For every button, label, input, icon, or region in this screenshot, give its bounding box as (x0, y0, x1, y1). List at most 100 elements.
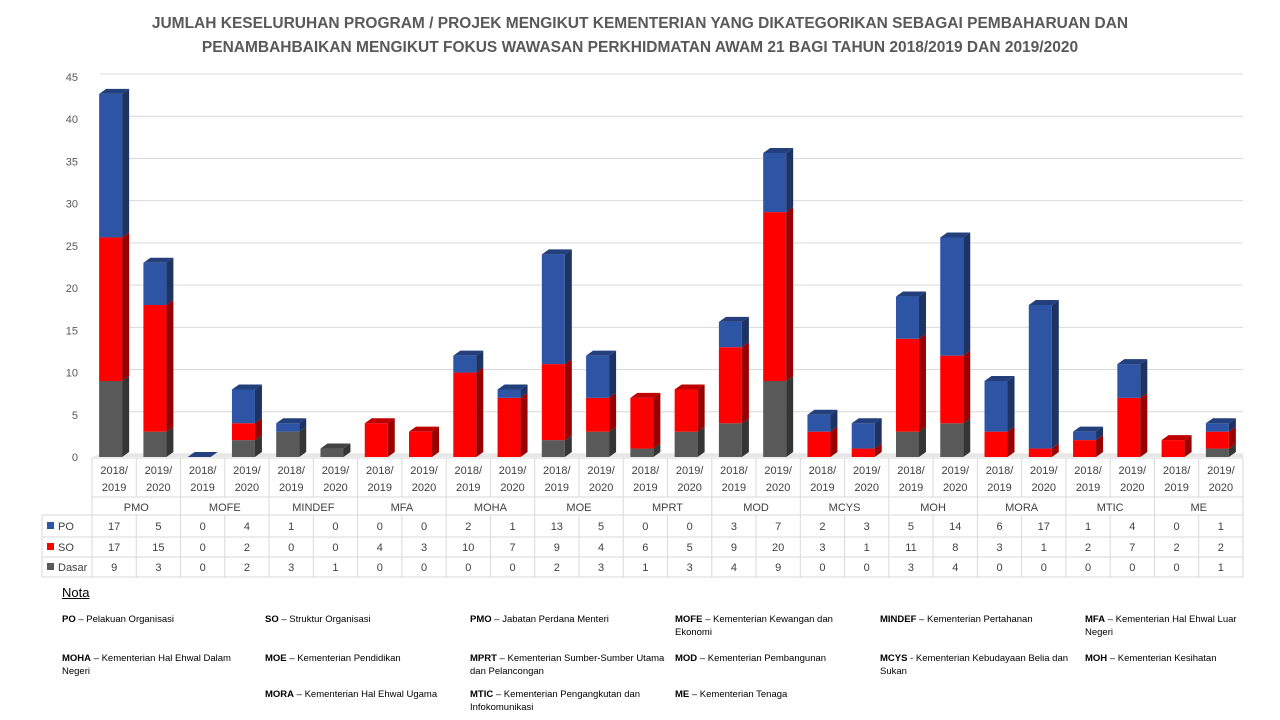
group-label: MOHA (474, 502, 508, 514)
bar-po-front (1205, 423, 1229, 432)
bar-dasar-side (963, 418, 971, 457)
data-label: 2 (465, 521, 471, 533)
bar-po-side (1007, 376, 1015, 432)
period-label: 2018/ (189, 465, 217, 477)
data-label: 0 (421, 521, 427, 533)
bar-so-side (254, 418, 262, 441)
nota-item-mindef: MINDEF – Kementerian Pertahanan (880, 613, 1075, 626)
data-label: 1 (288, 521, 294, 533)
bar-po-side (122, 88, 130, 238)
bar-so-side (697, 384, 705, 432)
period-label: 2019 (545, 482, 569, 494)
period-label: 2018/ (1074, 465, 1102, 477)
nota-item-mtic: MTIC – Kementerian Pengangkutan dan Info… (470, 688, 665, 714)
y-tick-label: 35 (66, 156, 78, 168)
data-label: 3 (864, 521, 870, 533)
bar-so-side (609, 392, 617, 432)
data-label: 7 (1129, 542, 1135, 554)
period-label: 2019 (722, 482, 746, 494)
y-tick-label: 25 (66, 241, 78, 253)
bar-po-side (299, 418, 307, 432)
data-label: 9 (775, 562, 781, 574)
bar-so-front (231, 423, 255, 441)
period-label: 2018/ (897, 465, 925, 477)
period-label: 2019/ (1207, 465, 1235, 477)
chart-floor (92, 454, 1243, 457)
bar-dasar-side (697, 426, 705, 457)
nota-item-so: SO – Struktur Organisasi (265, 613, 455, 626)
bar-so-front (1117, 397, 1141, 457)
bar-po-front (497, 389, 521, 398)
legend-label-so: SO (58, 542, 74, 554)
group-label: MPRT (652, 502, 683, 514)
bar-so-side (1228, 426, 1236, 449)
nota-heading: Nota (62, 585, 90, 600)
data-label: 3 (155, 562, 161, 574)
bar-dasar-side (166, 426, 174, 457)
nota-item-me: ME – Kementerian Tenaga (675, 688, 870, 701)
y-tick-label: 40 (66, 114, 78, 126)
data-label: 5 (687, 542, 693, 554)
nota-item-moha: MOHA – Kementerian Hal Ehwal Dalam Neger… (62, 652, 252, 678)
bar-so-side (741, 342, 749, 424)
period-label: 2018/ (1163, 465, 1191, 477)
data-label: 0 (332, 542, 338, 554)
period-label: 2020 (146, 482, 170, 494)
bar-so-side (1051, 443, 1059, 457)
group-label: MOE (566, 502, 591, 514)
bar-so-side (476, 367, 484, 457)
group-label: MCYS (829, 502, 861, 514)
data-label: 3 (908, 562, 914, 574)
bar-dasar-side (299, 426, 307, 457)
data-label: 17 (108, 542, 120, 554)
bar-dasar-side (1228, 443, 1236, 457)
bar-so-front (940, 355, 964, 424)
bar-so-side (963, 350, 971, 424)
data-label: 4 (244, 521, 250, 533)
period-label: 2020 (766, 482, 790, 494)
period-label: 2018/ (277, 465, 305, 477)
data-label: 11 (905, 542, 916, 554)
bar-dasar-side (564, 435, 572, 457)
bar-top-face (674, 384, 705, 390)
nota-abbr: MOD (675, 653, 698, 664)
bar-dasar-front (541, 440, 565, 457)
period-label: 2020 (412, 482, 436, 494)
nota-desc: – Kementerian Hal Ehwal Dalam Negeri (62, 653, 231, 677)
bar-dasar-front (99, 381, 123, 457)
period-label: 2018/ (632, 465, 660, 477)
bar-dasar-side (786, 376, 794, 457)
bar-top-face (763, 148, 794, 153)
nota-abbr: ME (675, 689, 690, 700)
bar-top-face (718, 316, 749, 322)
period-label: 2020 (323, 482, 347, 494)
data-label: 2 (554, 562, 560, 574)
bar-so-side (122, 232, 130, 381)
bar-dasar-side (609, 426, 617, 457)
bar-top-face (320, 443, 351, 449)
bar-so-front (1161, 440, 1185, 457)
data-label: 3 (288, 562, 294, 574)
period-label: 2020 (677, 482, 701, 494)
period-label: 2019 (102, 482, 126, 494)
nota-abbr: MFA (1085, 614, 1106, 625)
bar-so-front (497, 397, 521, 457)
nota-desc: – Kementerian Kesihatan (1107, 653, 1217, 664)
data-label: 1 (1218, 521, 1224, 533)
bar-po-side (609, 350, 617, 398)
nota-abbr: MOHA (62, 653, 92, 664)
data-label: 0 (819, 562, 825, 574)
bar-dasar-side (122, 376, 130, 457)
nota-abbr: MPRT (470, 653, 497, 664)
group-label: MOH (920, 502, 946, 514)
bar-so-side (564, 359, 572, 441)
bar-dasar-front (718, 423, 742, 457)
nota-abbr: PMO (470, 614, 492, 625)
bar-so-front (851, 448, 875, 457)
data-label: 0 (200, 562, 206, 574)
bar-po-side (476, 350, 484, 373)
period-label: 2020 (1209, 482, 1233, 494)
data-label: 6 (996, 521, 1002, 533)
data-label: 20 (772, 542, 784, 554)
bar-top-face (940, 232, 971, 238)
